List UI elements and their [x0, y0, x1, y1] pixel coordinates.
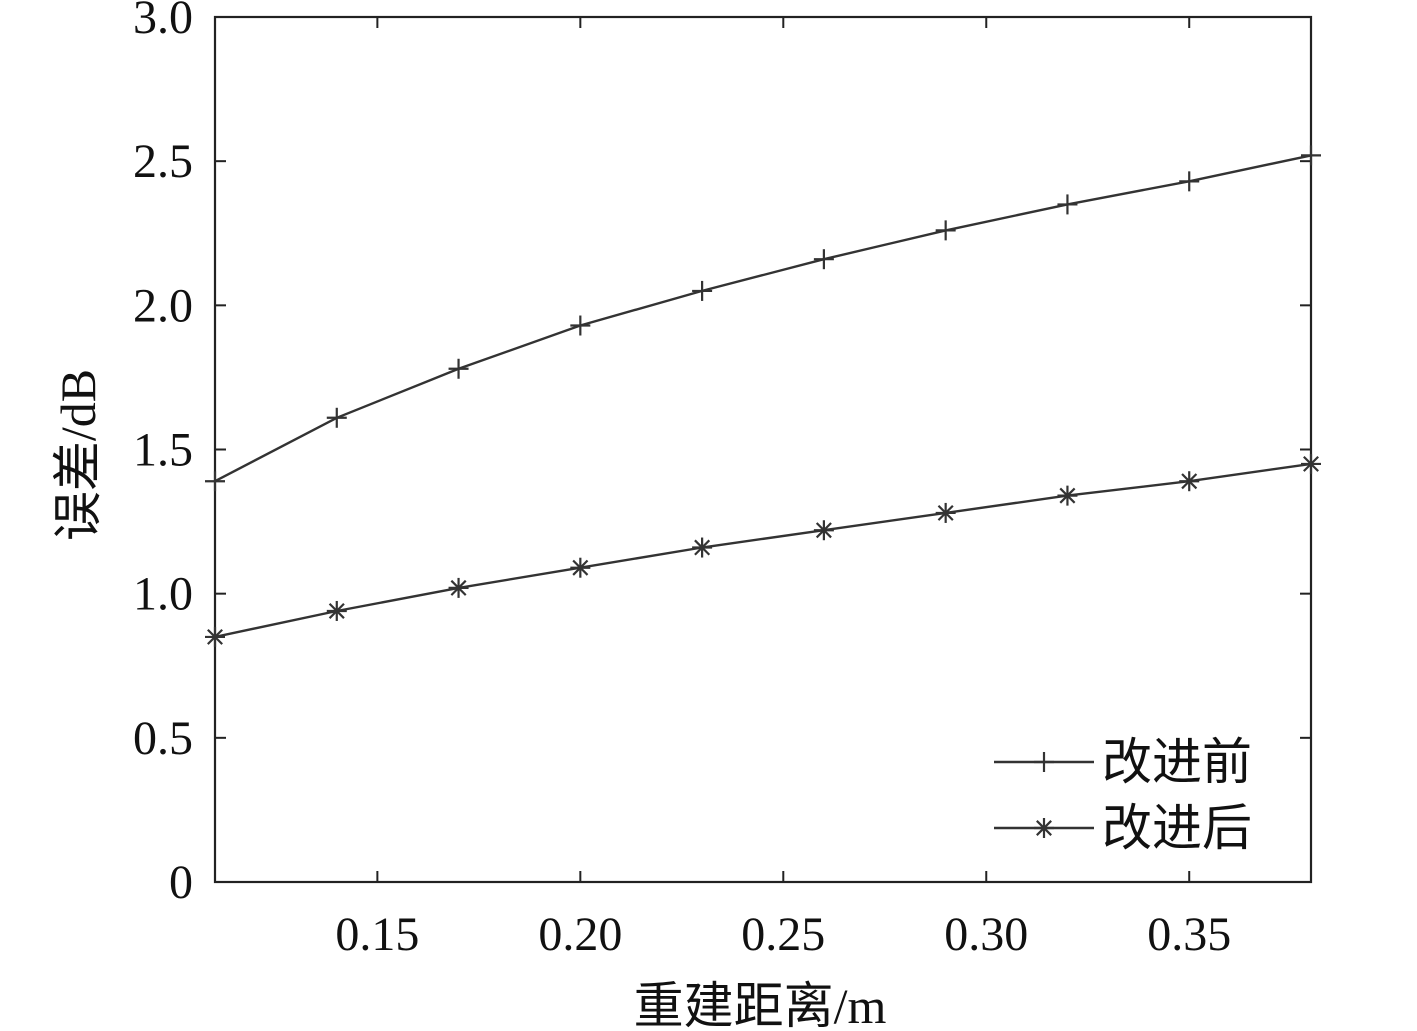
plus-marker: [570, 315, 591, 336]
x-tick-label: 0.15: [335, 908, 419, 961]
asterisk-marker: [1034, 818, 1054, 838]
asterisk-marker: [813, 520, 834, 541]
y-tick-label: 0: [169, 856, 193, 909]
series-line: [214, 154, 1312, 483]
x-axis-title: 重建距离/m: [634, 978, 887, 1031]
x-tick-label: 0.25: [741, 908, 825, 961]
series-layer: [205, 145, 1321, 647]
x-tick-label: 0.30: [944, 908, 1028, 961]
asterisk-marker: [935, 502, 956, 523]
y-tick-label: 2.5: [133, 135, 193, 188]
asterisk-marker: [448, 577, 469, 598]
legend-label: 改进后: [1102, 800, 1252, 856]
legend-item: 改进前: [994, 734, 1252, 790]
plus-marker: [813, 249, 834, 270]
legend-label: 改进前: [1102, 734, 1252, 790]
plus-marker: [1301, 145, 1321, 166]
plus-marker: [448, 358, 469, 379]
plus-marker: [205, 471, 225, 492]
y-tick-label: 1.0: [133, 568, 193, 621]
x-tick-label: 0.35: [1147, 908, 1231, 961]
asterisk-marker: [326, 600, 347, 621]
asterisk-marker: [570, 557, 591, 578]
plus-marker: [692, 280, 713, 301]
y-tick-label: 1.5: [133, 424, 193, 477]
asterisk-marker: [205, 626, 225, 647]
asterisk-marker: [1301, 453, 1321, 474]
y-tick-label: 3.0: [133, 0, 193, 44]
plus-marker: [1057, 194, 1078, 215]
legend-item: 改进后: [994, 800, 1252, 856]
y-tick-label: 0.5: [133, 712, 193, 765]
y-tick-label: 2.0: [133, 279, 193, 332]
plus-marker: [1179, 171, 1200, 192]
asterisk-marker: [1179, 471, 1200, 492]
plus-marker: [935, 220, 956, 241]
axis-ticks: 0 0.5 1.0 1.5 2.0 2.5 3.0 0.15 0.20 0.25 0.30 0.35: [133, 0, 1311, 961]
y-axis-title: 误差/dB: [50, 369, 106, 541]
asterisk-marker: [692, 537, 713, 558]
plus-marker: [1034, 752, 1054, 772]
asterisk-marker: [1057, 485, 1078, 506]
x-tick-label: 0.20: [538, 908, 622, 961]
series-2: [205, 453, 1321, 647]
series-line: [214, 462, 1312, 639]
plus-marker: [326, 407, 347, 428]
series-1: [205, 145, 1321, 492]
